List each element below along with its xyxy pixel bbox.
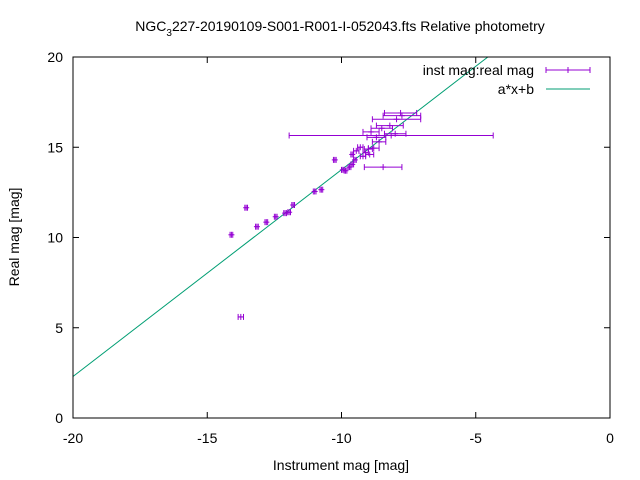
data-point (282, 210, 289, 217)
data-point (383, 130, 407, 137)
y-tick-label: 10 (47, 230, 63, 246)
x-tick-label: -15 (197, 430, 217, 446)
data-point (353, 147, 360, 154)
x-tick-label: -10 (331, 430, 351, 446)
data-point (228, 231, 235, 238)
x-axis-label: Instrument mag [mag] (273, 457, 409, 473)
data-point (272, 213, 279, 220)
x-tick-label: 0 (606, 430, 614, 446)
data-point (286, 209, 293, 216)
x-tick-label: -5 (470, 430, 483, 446)
data-point (375, 122, 404, 129)
data-point (367, 145, 380, 152)
y-tick-label: 20 (47, 49, 63, 65)
chart-title-main: NGC (135, 18, 166, 34)
data-point (331, 156, 338, 163)
data-point (371, 116, 422, 123)
data-point (237, 313, 244, 320)
data-point (342, 167, 349, 174)
y-tick-label: 5 (55, 320, 63, 336)
chart-title-rest: 227-20190109-S001-R001-I-052043.fts Rela… (172, 18, 545, 34)
chart-title-subscript: 3 (166, 28, 172, 39)
data-point (253, 223, 260, 230)
fit-line (73, 57, 489, 377)
data-point (357, 144, 364, 151)
y-axis-label: Real mag [mag] (6, 188, 22, 287)
chart-title: NGC3227-20190109-S001-R001-I-052043.fts … (135, 18, 544, 39)
data-point (363, 164, 403, 171)
legend-label-points: inst mag:real mag (423, 62, 534, 78)
legend: inst mag:real mag a*x+b (423, 62, 591, 97)
data-point (370, 125, 394, 132)
y-tick-label: 0 (55, 410, 63, 426)
data-point (365, 151, 375, 158)
data-point (351, 156, 358, 163)
data-point (318, 186, 325, 193)
y-tick-label: 15 (47, 139, 63, 155)
data-point (311, 188, 318, 195)
x-tick-label: -20 (63, 430, 83, 446)
data-point (263, 219, 270, 226)
data-point (383, 109, 418, 116)
data-point (290, 202, 297, 209)
legend-label-fit: a*x+b (498, 81, 534, 97)
data-point (382, 112, 422, 119)
data-point (243, 204, 250, 211)
